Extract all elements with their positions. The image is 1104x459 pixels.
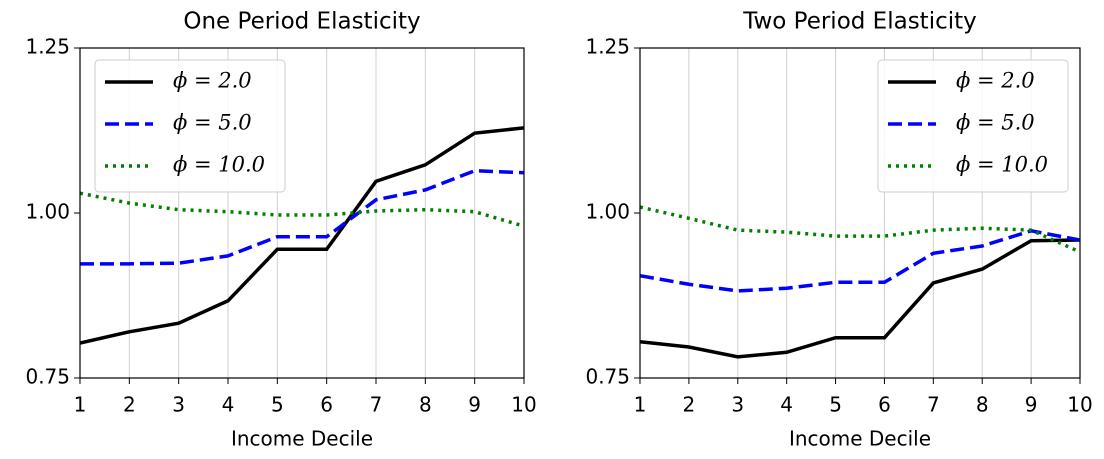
y-tick-label: 1.25 xyxy=(25,35,70,59)
x-tick-label: 2 xyxy=(123,393,136,417)
axes-frame xyxy=(639,47,1081,379)
x-tick-label: 3 xyxy=(731,393,744,417)
x-axis-label: Income Decile xyxy=(231,427,373,451)
y-tick-label: 0.75 xyxy=(585,365,630,389)
chart-title: Two Period Elasticity xyxy=(742,9,977,35)
x-tick-label: 1 xyxy=(634,393,647,417)
y-tick-label: 1.25 xyxy=(585,35,630,59)
x-tick-label: 7 xyxy=(927,393,940,417)
y-tick-label: 1.00 xyxy=(585,200,630,224)
legend-box xyxy=(94,59,286,193)
x-tick-label: 4 xyxy=(222,393,235,417)
x-tick-label: 9 xyxy=(468,393,481,417)
x-tick-label: 1 xyxy=(74,393,87,417)
x-tick-label: 9 xyxy=(1025,393,1038,417)
x-tick-label: 5 xyxy=(271,393,284,417)
legend-label: ϕ = 5.0 xyxy=(173,111,252,135)
x-tick-label: 10 xyxy=(1067,393,1092,417)
legend-label: ϕ = 2.0 xyxy=(173,69,252,93)
data-line xyxy=(640,238,1080,359)
data-line xyxy=(80,126,524,345)
x-tick-label: 3 xyxy=(172,393,185,417)
x-tick-label: 8 xyxy=(976,393,989,417)
x-tick-label: 4 xyxy=(780,393,793,417)
legend-label: ϕ = 5.0 xyxy=(956,111,1035,135)
x-tick-label: 8 xyxy=(419,393,432,417)
x-tick-label: 10 xyxy=(511,393,536,417)
chart-title: One Period Elasticity xyxy=(183,9,420,35)
data-line xyxy=(80,191,524,228)
legend-label: ϕ = 10.0 xyxy=(173,153,265,177)
x-tick-label: 6 xyxy=(878,393,891,417)
y-tick-label: 0.75 xyxy=(25,365,70,389)
x-tick-label: 2 xyxy=(683,393,696,417)
y-tick-label: 1.00 xyxy=(25,200,70,224)
legend-label: ϕ = 2.0 xyxy=(956,69,1035,93)
x-tick-label: 6 xyxy=(320,393,333,417)
axes-frame xyxy=(79,47,525,379)
legend-label: ϕ = 10.0 xyxy=(956,153,1048,177)
x-tick-label: 7 xyxy=(370,393,383,417)
legend-box xyxy=(877,59,1069,193)
x-axis-label: Income Decile xyxy=(789,427,931,451)
data-line xyxy=(640,229,1080,293)
data-line xyxy=(80,168,524,266)
x-tick-label: 5 xyxy=(829,393,842,417)
data-line xyxy=(640,205,1080,254)
